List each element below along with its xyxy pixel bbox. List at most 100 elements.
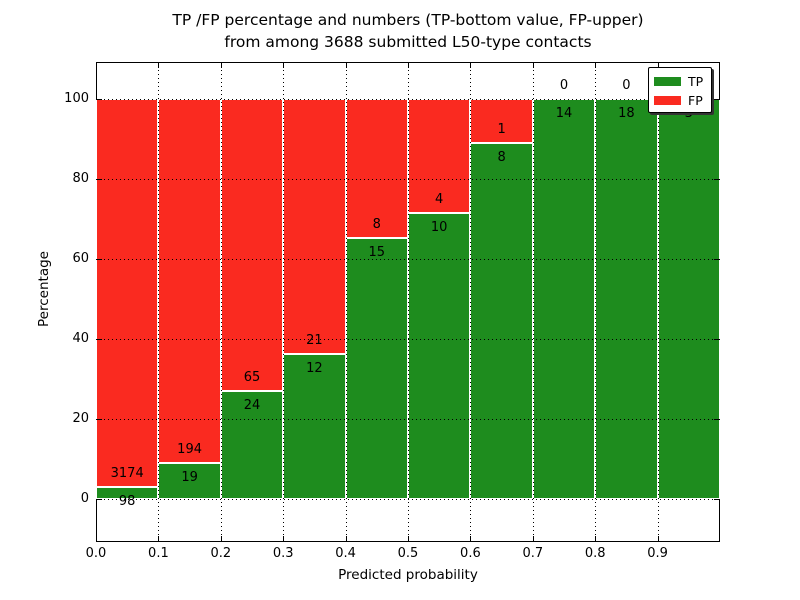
bar-label-tp: 18 bbox=[618, 106, 635, 121]
bar-label-tp: 8 bbox=[497, 150, 506, 166]
bar-label-fp: 21 bbox=[306, 332, 323, 348]
legend-entry-tp: TP bbox=[654, 72, 711, 91]
legend-entry-fp: FP bbox=[654, 91, 711, 110]
x-tick-top bbox=[220, 62, 222, 68]
bar-label-tp: 15 bbox=[368, 245, 386, 261]
bar-segment-tp bbox=[408, 213, 471, 499]
x-tick-bottom bbox=[595, 536, 597, 542]
bar-label-fp: 4 bbox=[435, 192, 444, 208]
v-gridline bbox=[470, 62, 472, 542]
y-tick-right bbox=[714, 339, 720, 340]
bar-segment-fp bbox=[283, 99, 346, 354]
chart-title-line1: TP /FP percentage and numbers (TP-bottom… bbox=[172, 11, 644, 29]
y-tick-label: 80 bbox=[72, 171, 89, 186]
v-gridline bbox=[408, 62, 409, 542]
bar-segment-tp bbox=[283, 353, 346, 499]
y-tick-left bbox=[96, 339, 102, 340]
bar-segment-fp bbox=[96, 99, 159, 488]
x-tick-bottom bbox=[345, 536, 347, 542]
x-tick-bottom bbox=[408, 536, 409, 542]
y-tick-right bbox=[714, 499, 720, 500]
bar-label-tp: 12 bbox=[306, 360, 323, 376]
bar-label-tp: 19 bbox=[181, 470, 198, 486]
x-tick-label: 0.3 bbox=[272, 546, 294, 561]
bar-segment-tp bbox=[345, 238, 408, 499]
v-gridline bbox=[657, 62, 659, 542]
x-tick-bottom bbox=[283, 536, 285, 542]
bar-segment-tp bbox=[595, 99, 658, 499]
bar-label-fp: 65 bbox=[243, 370, 261, 386]
x-tick-bottom bbox=[158, 536, 160, 542]
x-tick-top bbox=[595, 62, 597, 68]
y-tick-right bbox=[714, 259, 720, 260]
y-tick-left bbox=[96, 99, 102, 100]
y-tick-left bbox=[96, 419, 102, 420]
v-gridline bbox=[532, 62, 534, 542]
x-tick-top bbox=[345, 62, 347, 68]
y-tick-right bbox=[714, 419, 720, 420]
x-tick-label: 0.2 bbox=[210, 546, 232, 561]
x-tick-label: 0.1 bbox=[148, 546, 169, 561]
x-tick-label: 0.6 bbox=[460, 546, 481, 561]
bar-segment-tp bbox=[470, 143, 533, 499]
v-gridline bbox=[220, 62, 222, 542]
x-axis-label: Predicted probability bbox=[338, 567, 478, 583]
bar-label-tp: 3 bbox=[684, 106, 693, 121]
bar-segment-fp bbox=[345, 99, 408, 239]
y-tick-right bbox=[714, 99, 720, 100]
x-tick-top bbox=[283, 62, 285, 68]
x-tick-label: 0.8 bbox=[584, 546, 606, 561]
y-tick-label: 0 bbox=[80, 491, 89, 506]
x-tick-bottom bbox=[532, 536, 534, 542]
y-tick-left bbox=[96, 499, 102, 500]
bar-label-fp: 194 bbox=[177, 442, 202, 458]
v-gridline bbox=[158, 62, 160, 542]
x-tick-top bbox=[657, 62, 659, 68]
x-tick-top bbox=[408, 62, 409, 68]
x-tick-bottom bbox=[657, 536, 659, 542]
y-tick-label: 40 bbox=[72, 331, 89, 346]
bar-segment-tp bbox=[96, 487, 159, 499]
bar-segment-tp bbox=[657, 99, 720, 499]
bar-label-fp: 8 bbox=[372, 217, 381, 233]
x-tick-label: 0.9 bbox=[647, 546, 668, 561]
legend-swatch-tp bbox=[654, 77, 681, 86]
y-tick-left bbox=[96, 259, 102, 260]
x-tick-label: 0.5 bbox=[397, 546, 419, 561]
y-tick-right bbox=[714, 179, 720, 180]
bar-label-tp: 98 bbox=[118, 494, 136, 510]
x-tick-top bbox=[532, 62, 534, 68]
bar-label-tp: 10 bbox=[430, 220, 448, 236]
bar-label-tp: 24 bbox=[243, 398, 261, 414]
y-tick-label: 100 bbox=[64, 91, 89, 106]
legend: TP FP bbox=[648, 67, 712, 113]
bar-segment-fp bbox=[408, 99, 471, 214]
bar-segment-fp bbox=[158, 99, 221, 464]
y-tick-left bbox=[96, 179, 102, 180]
x-tick-top bbox=[158, 62, 160, 68]
x-tick-label: 0.0 bbox=[85, 546, 107, 561]
bar-segment-fp bbox=[220, 99, 284, 392]
legend-label-fp: FP bbox=[688, 92, 703, 108]
chart-title: TP /FP percentage and numbers (TP-bottom… bbox=[0, 9, 800, 53]
bar-label-tp: 14 bbox=[555, 106, 573, 121]
bar-label-fp: 0 bbox=[622, 78, 631, 93]
x-tick-top bbox=[470, 62, 472, 68]
bar-segment-tp bbox=[532, 99, 596, 499]
v-gridline bbox=[595, 62, 597, 542]
x-tick-bottom bbox=[96, 536, 97, 542]
bar-segment-tp bbox=[220, 391, 284, 499]
bar-segment-fp bbox=[470, 99, 533, 144]
x-tick-bottom bbox=[220, 536, 222, 542]
bar-label-fp: 3174 bbox=[110, 466, 144, 482]
legend-label-tp: TP bbox=[688, 73, 704, 89]
x-tick-top bbox=[96, 62, 97, 68]
v-gridline bbox=[283, 62, 285, 542]
v-gridline bbox=[345, 62, 347, 542]
y-tick-label: 60 bbox=[72, 251, 89, 266]
chart-title-line2: from among 3688 submitted L50-type conta… bbox=[224, 33, 592, 51]
bar-label-fp: 0 bbox=[559, 78, 569, 93]
x-tick-label: 0.4 bbox=[335, 546, 356, 561]
bar-label-fp: 1 bbox=[497, 122, 506, 138]
